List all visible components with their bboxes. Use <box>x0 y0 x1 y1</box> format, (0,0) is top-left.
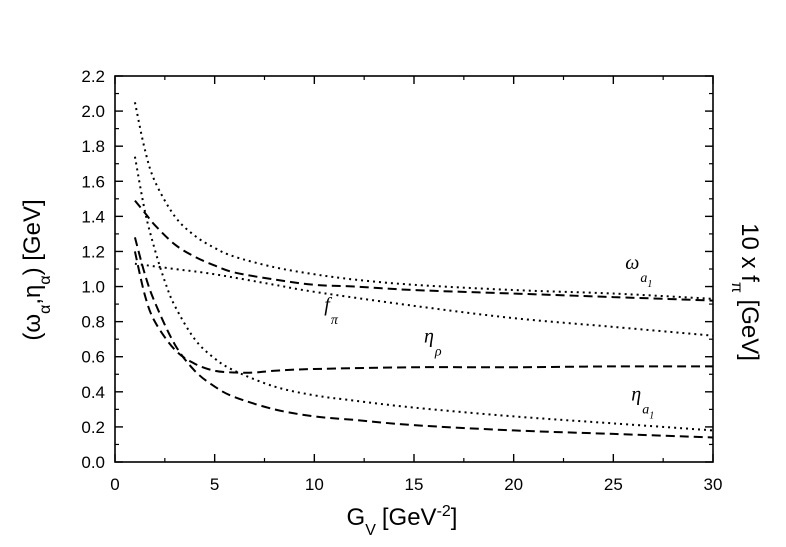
x-tick-label: 30 <box>704 475 723 494</box>
y-tick-label: 2.0 <box>81 102 105 121</box>
y-tick-label: 1.6 <box>81 172 105 191</box>
label-layer: ωa1 fπ ηρ ηa1 <box>324 252 654 422</box>
x-axis-title: GV [GeV-2] <box>347 503 458 539</box>
y-tick-label: 0.8 <box>81 313 105 332</box>
series-line-omega-a1-dashed <box>134 199 714 302</box>
y-tick-label: 2.2 <box>81 67 105 86</box>
x-tick-label: 0 <box>110 475 119 494</box>
series-line-omega-a1-dotted <box>133 102 714 300</box>
f-pi-label: fπ <box>324 294 339 328</box>
series-line-f-pi <box>134 262 714 337</box>
y-tick-label: 0.6 <box>81 348 105 367</box>
right-axis-title: 10 x fπ [GeV] <box>728 223 763 361</box>
x-tick-label: 15 <box>405 475 424 494</box>
series-line-eta-a1-dashed <box>133 237 714 439</box>
series-layer <box>133 102 714 439</box>
tick-layer: 0.0 0.2 0.4 0.6 0.8 1.0 1.2 1.4 1.6 1.8 2.0 2.2 0 5 10… <box>81 67 722 494</box>
x-tick-label: 5 <box>210 475 219 494</box>
y-tick-label: 1.0 <box>81 278 105 297</box>
series-line-eta-rho-dotted <box>133 156 714 432</box>
y-tick-label: 1.2 <box>81 242 105 261</box>
y-axis-title: (ωα,ηα) [GeV] <box>19 199 54 340</box>
y-tick-label: 0.2 <box>81 418 105 437</box>
plot-frame <box>114 75 714 463</box>
y-tick-label: 1.4 <box>81 207 105 226</box>
omega-a1-label: ωa1 <box>625 252 652 290</box>
x-tick-label: 25 <box>604 475 623 494</box>
x-tick-label: 20 <box>504 475 523 494</box>
series-line-eta-rho-dashed <box>133 251 714 374</box>
y-tick-label: 1.8 <box>81 137 105 156</box>
y-tick-label: 0.0 <box>81 453 105 472</box>
x-tick-label: 10 <box>305 475 324 494</box>
y-tick-label: 0.4 <box>81 383 105 402</box>
eta-rho-label: ηρ <box>424 326 442 360</box>
eta-a1-label: ηa1 <box>631 384 654 422</box>
